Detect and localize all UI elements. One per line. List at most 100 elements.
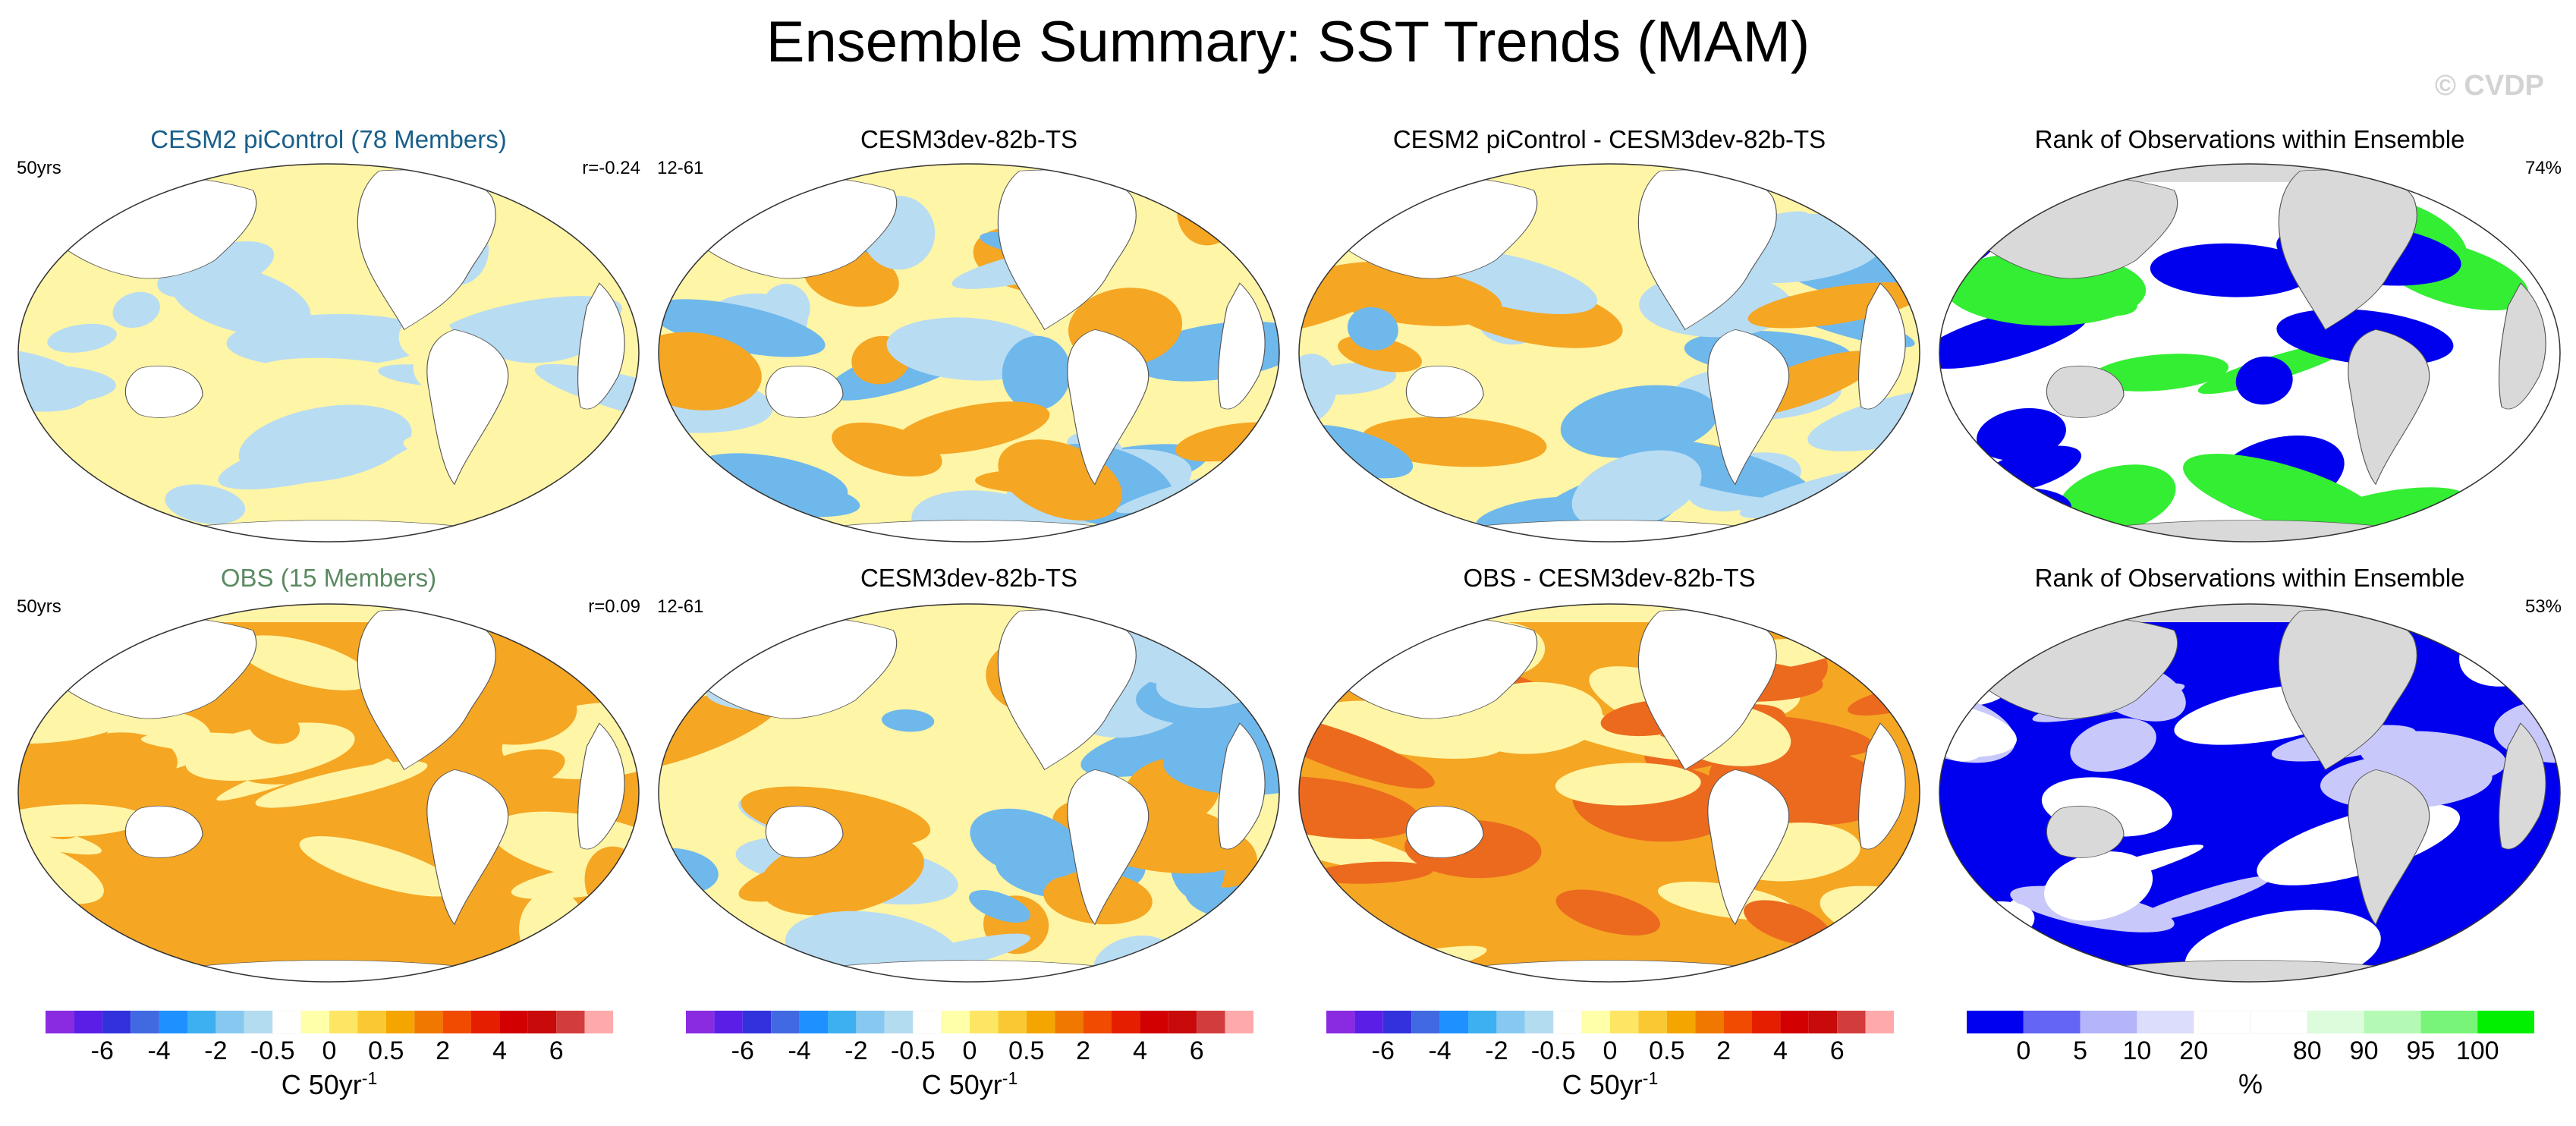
colorbar-swatch: [471, 1011, 500, 1033]
africa-landmass: [1857, 282, 1906, 410]
arctic-band: [1299, 604, 1920, 622]
map-panel: [1939, 163, 2561, 543]
watermark: © CVDP: [2434, 70, 2544, 102]
anomaly-contour: [237, 635, 372, 690]
anomaly-contour: [247, 901, 351, 979]
units-exponent: -1: [1642, 1068, 1659, 1088]
colorbar-swatch: [2193, 1011, 2251, 1034]
colorbar-tick-label: 0.5: [1008, 1036, 1044, 1065]
colorbar-tick-label: 95: [2406, 1036, 2435, 1065]
anomaly-contour: [2094, 477, 2154, 504]
arctic-band: [659, 164, 1279, 182]
colorbar-swatch: [1083, 1011, 1112, 1033]
africa-landmass: [1217, 722, 1266, 850]
panel-stat-label: r=0.09: [588, 596, 640, 617]
colorbar-tick-label: -6: [91, 1036, 114, 1065]
australia-landmass: [2046, 805, 2125, 858]
colorbar-tick-label: 20: [2179, 1036, 2208, 1065]
panel-stat-label: 53%: [2524, 596, 2562, 617]
colorbar-tick-label: 2: [1076, 1036, 1090, 1065]
colorbar-swatch: [584, 1011, 613, 1033]
panel-stat-label: r=-0.24: [582, 158, 640, 178]
anomaly-contour: [1361, 417, 1547, 467]
panel-period-label: 12-61: [657, 596, 704, 617]
colorbar-swatch: [1723, 1011, 1752, 1033]
colorbar-tick-label: 10: [2122, 1036, 2151, 1065]
colorbar-tick-label: -0.5: [891, 1036, 936, 1065]
anomaly-contour: [1299, 814, 1429, 875]
colorbar-tick-label: 4: [1133, 1036, 1147, 1065]
colorbar-swatch: [1026, 1011, 1055, 1033]
panel-title: CESM3dev-82b-TS: [860, 564, 1078, 592]
colorbar-swatch: [272, 1011, 301, 1034]
map-panel: [1939, 603, 2561, 983]
units-text: %: [2238, 1068, 2263, 1099]
panel-period-label: 12-61: [657, 158, 704, 178]
colorbar-swatch: [556, 1011, 585, 1033]
anomaly-contour: [881, 709, 935, 732]
anomaly-contour: [659, 299, 826, 357]
greenland-landmass: [1784, 606, 1823, 640]
colorbar-swatch: [998, 1011, 1027, 1033]
colorbar-swatch: [1581, 1011, 1610, 1033]
anomaly-contour: [2090, 354, 2229, 392]
colorbar-swatch: [2364, 1011, 2421, 1033]
panel-title: CESM2 piControl - CESM3dev-82b-TS: [1392, 125, 1826, 153]
anomaly-contour: [2235, 356, 2293, 405]
panel-title: CESM3dev-82b-TS: [860, 125, 1078, 153]
greenland-landmass: [1784, 166, 1823, 200]
colorbar-swatch: [159, 1011, 187, 1033]
arctic-band: [18, 604, 639, 622]
colorbar-tick-label: 0.5: [368, 1036, 404, 1065]
map-panel: [17, 163, 640, 543]
south-america-landmass: [1067, 769, 1150, 926]
south-america-landmass: [426, 329, 509, 486]
colorbar-swatch: [1638, 1011, 1667, 1033]
africa-landmass: [2498, 722, 2546, 850]
colorbar-swatch: [970, 1011, 999, 1033]
arctic-band: [1939, 164, 2560, 182]
units-exponent: -1: [1002, 1068, 1018, 1088]
colorbar-swatch: [686, 1011, 715, 1033]
units-text: C 50yr: [281, 1069, 362, 1100]
colorbar-swatch: [187, 1011, 216, 1033]
anomaly-contour: [171, 265, 311, 336]
anomaly-contour: [1303, 363, 1397, 395]
map-outline: [1939, 603, 2561, 983]
colorbar-swatch: [1552, 1011, 1582, 1034]
map-outline: [658, 603, 1280, 983]
colorbar-swatch: [2137, 1011, 2194, 1033]
anomaly-contour: [1002, 335, 1071, 410]
anomaly-contour: [970, 808, 1084, 879]
australia-landmass: [765, 805, 844, 858]
colorbar-swatch: [1808, 1011, 1838, 1033]
colorbar-tick-label: 0: [322, 1036, 337, 1065]
greenland-landmass: [2424, 606, 2463, 640]
anomaly-contour: [1791, 943, 1920, 982]
panel-title: OBS - CESM3dev-82b-TS: [1463, 564, 1756, 592]
colorbar-tick-label: 6: [549, 1036, 564, 1065]
colorbar-tick-label: 0: [2016, 1036, 2030, 1065]
colorbar-swatch: [799, 1011, 828, 1033]
colorbar-swatch: [329, 1011, 358, 1033]
colorbar-tick-label: -6: [1372, 1036, 1395, 1065]
greenland-landmass: [503, 166, 542, 200]
anomaly-contour: [895, 401, 1050, 454]
colorbar-swatch: [1837, 1011, 1866, 1033]
colorbar-swatch: [1439, 1011, 1468, 1033]
south-america-landmass: [1707, 769, 1790, 926]
map-outline: [1298, 163, 1920, 543]
anomaly-contour: [47, 323, 117, 353]
anomaly-contour: [451, 675, 577, 745]
colorbar-swatch: [2023, 1011, 2081, 1033]
colorbar-swatch: [1752, 1011, 1781, 1033]
colorbar-swatch: [1382, 1011, 1412, 1033]
africa-landmass: [577, 722, 625, 850]
anomaly-contour: [568, 948, 639, 982]
anomaly-contour: [2150, 243, 2313, 297]
panel-stat-label: 74%: [2524, 158, 2562, 178]
colorbar-swatch: [1140, 1011, 1168, 1033]
colorbar-swatch: [1468, 1011, 1497, 1033]
south-america-landmass: [2348, 329, 2430, 486]
colorbar-swatch: [527, 1011, 557, 1033]
